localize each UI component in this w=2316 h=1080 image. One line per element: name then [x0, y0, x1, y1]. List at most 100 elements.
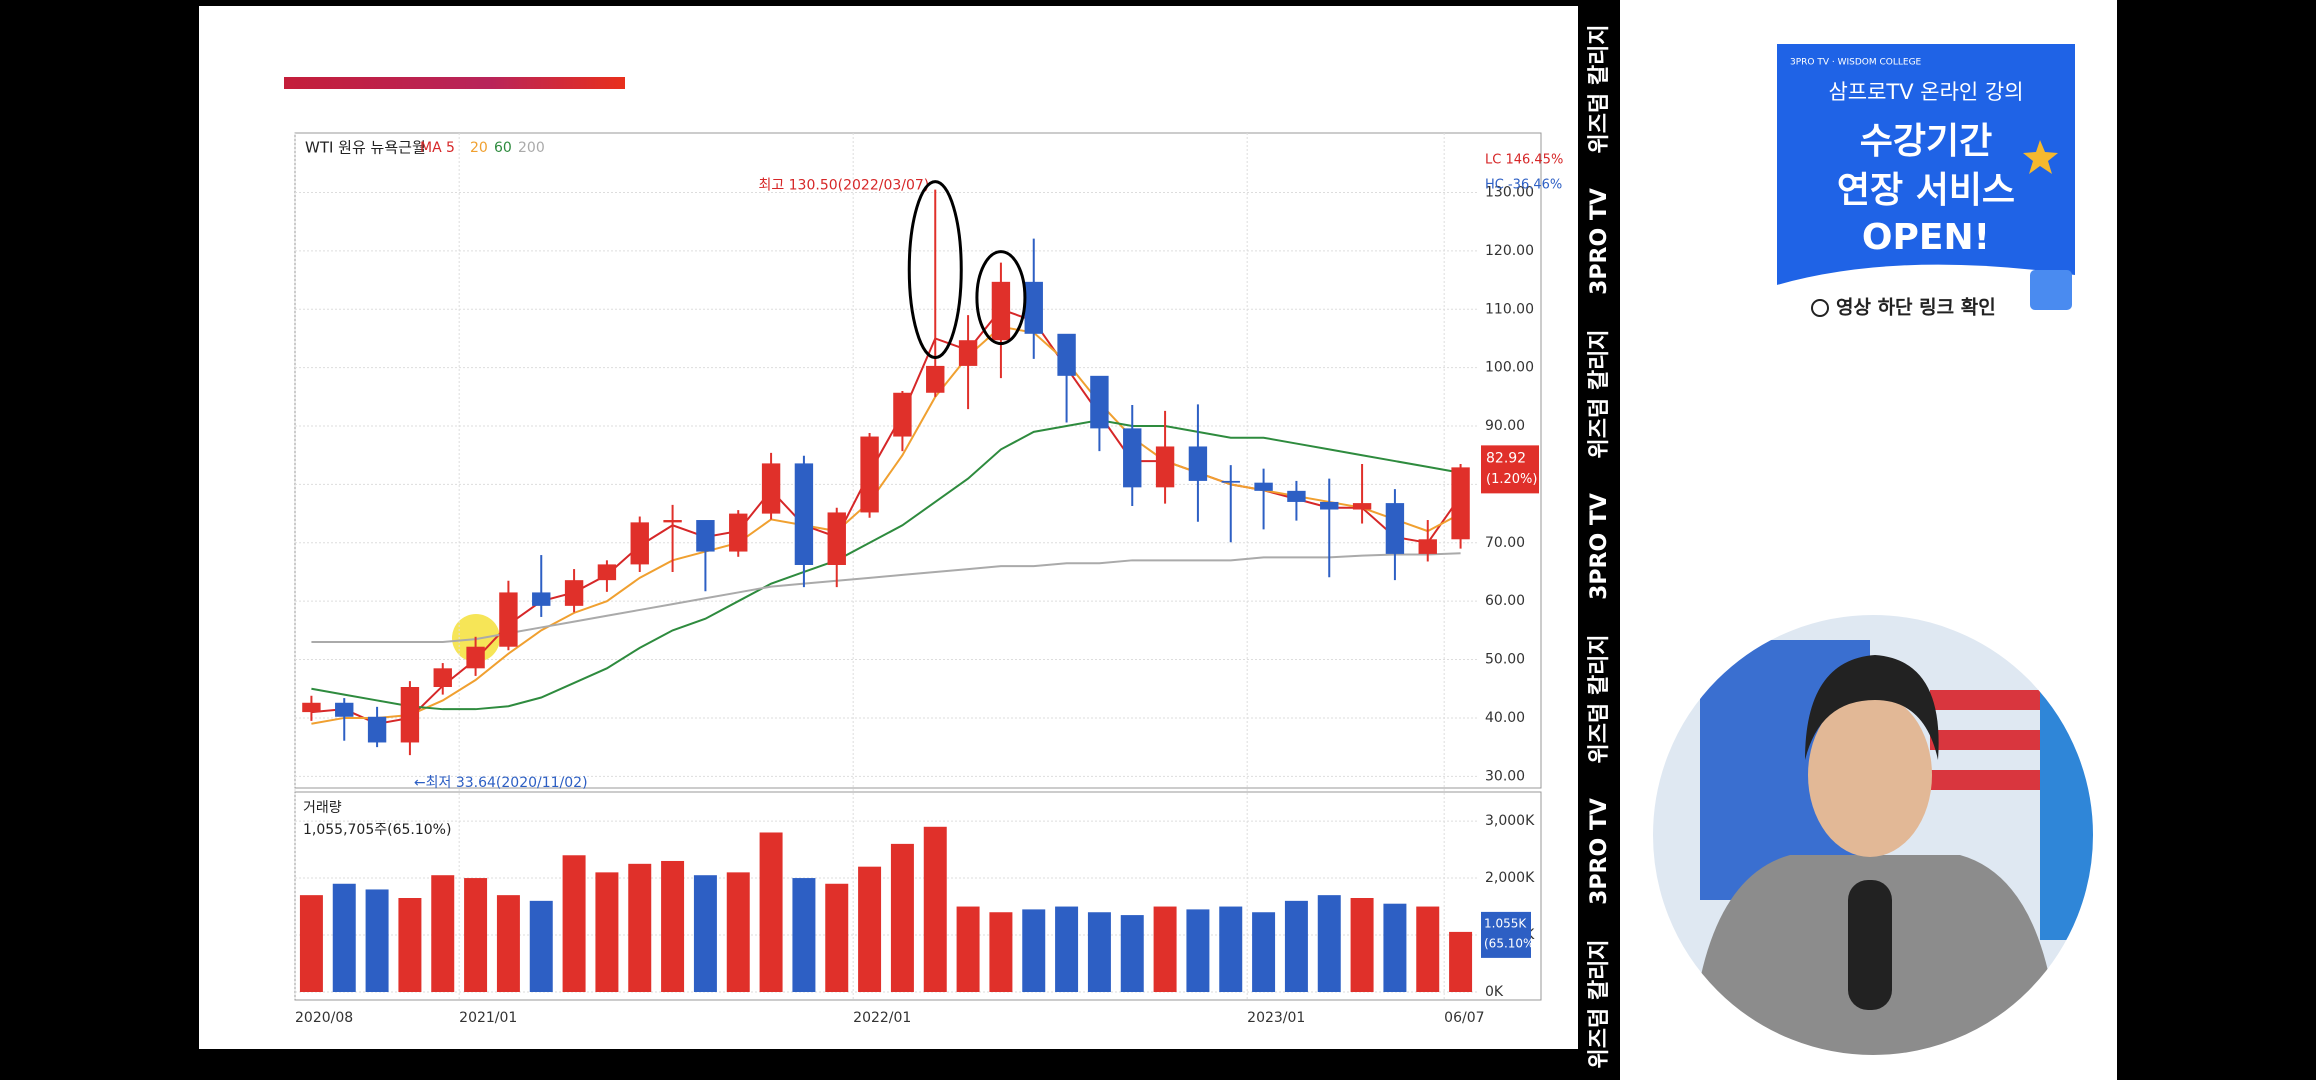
- ma-line: [311, 419, 1461, 711]
- candle-body: [1155, 446, 1175, 488]
- candle-body: [1287, 490, 1306, 502]
- candle-body: [1385, 503, 1405, 554]
- sidebar-label: 3PRO TV: [1587, 493, 1612, 600]
- banner-logo: 3PRO TV · WISDOM COLLEGE: [1790, 58, 1922, 68]
- x-tick-label: 2023/01: [1247, 1010, 1305, 1026]
- hc-note: HC -36.46%: [1485, 178, 1562, 193]
- sidebar-label: 3PRO TV: [1587, 798, 1612, 905]
- volume-bar: [529, 900, 553, 992]
- candle-body: [1418, 539, 1437, 554]
- volume-bar: [1153, 906, 1177, 992]
- volume-bar: [1350, 898, 1374, 992]
- y-tick-label: 70.00: [1485, 535, 1525, 551]
- volume-pct: (65.10%): [1484, 936, 1539, 950]
- x-tick-label: 2021/01: [459, 1010, 517, 1026]
- last-price: 82.92: [1486, 450, 1526, 466]
- candle-body: [761, 463, 781, 514]
- banner-line: 삼프로TV 온라인 강의: [1828, 80, 2023, 104]
- chart-title: WTI 원유 뉴욕근월: [305, 139, 426, 157]
- volume-bar: [1416, 906, 1440, 992]
- volume-bar: [562, 855, 586, 992]
- high-note: 최고 130.50(2022/03/07): [758, 178, 929, 194]
- volume-bar: [989, 912, 1013, 992]
- video-frame: [1649, 611, 2097, 1059]
- candle-body: [1451, 467, 1470, 540]
- candle-body: [597, 564, 617, 581]
- candle-body: [532, 592, 551, 606]
- price-panel: [294, 132, 1542, 789]
- y-tick-label: 60.00: [1485, 593, 1525, 609]
- candle-body: [893, 392, 912, 437]
- volume-bar: [299, 895, 323, 992]
- candle-body: [433, 668, 452, 688]
- volume-bar: [464, 878, 488, 992]
- candle-body: [1024, 281, 1043, 334]
- volume-bar: [332, 883, 356, 992]
- candle-body: [1090, 375, 1109, 429]
- low-note: ←최저 33.64(2020/11/02): [414, 775, 588, 791]
- y-tick-label: 130.00: [1485, 185, 1534, 201]
- candle-body: [991, 281, 1011, 341]
- volume-tick-label: 2,000K: [1485, 870, 1535, 886]
- volume-tick-label: 0K: [1485, 984, 1504, 1000]
- volume-panel: [294, 791, 1542, 1001]
- candle-body: [466, 646, 485, 669]
- change-note: (1.20%): [1486, 472, 1537, 487]
- legend-entry: 60: [494, 140, 512, 156]
- banner-line: 연장 서비스: [1837, 170, 2015, 211]
- lc-note: LC 146.45%: [1485, 153, 1563, 168]
- volume-bar: [661, 860, 685, 992]
- y-tick-label: 50.00: [1485, 652, 1525, 668]
- volume-bar: [398, 898, 422, 992]
- candle-body: [860, 436, 879, 513]
- volume-bar: [1449, 931, 1473, 992]
- volume-bar: [923, 826, 947, 992]
- sidebar-label: 위즈덤 칼리지: [1587, 634, 1612, 763]
- banner-line: OPEN!: [1862, 217, 1990, 258]
- volume-bar: [693, 875, 717, 992]
- banner-foot: [1777, 264, 2075, 343]
- volume-bar: [1022, 909, 1046, 992]
- sidebar-label: 3PRO TV: [1587, 188, 1612, 295]
- ma-line: [311, 325, 1462, 725]
- volume-title: 거래량: [303, 800, 342, 816]
- x-tick-label: 2022/01: [853, 1010, 911, 1026]
- y-tick-label: 100.00: [1485, 360, 1534, 376]
- highlight-ring: [907, 180, 963, 360]
- volume-last: 1.055K: [1484, 916, 1527, 930]
- candle-body: [1352, 503, 1372, 510]
- volume-bar: [1219, 906, 1243, 992]
- sidebar-label: 위즈덤 칼리지: [1587, 329, 1612, 458]
- volume-bar: [431, 875, 455, 992]
- volume-bar: [956, 906, 980, 992]
- x-tick-label: 06/07: [1444, 1010, 1484, 1026]
- candle-body: [696, 520, 715, 552]
- candle-body: [335, 702, 354, 717]
- legend-entry: 200: [518, 140, 545, 156]
- legend-entry: 20: [470, 140, 488, 156]
- legend-label: MA: [420, 140, 442, 156]
- volume-tick-label: 3,000K: [1485, 813, 1535, 829]
- volume-bar: [365, 889, 389, 992]
- candle-body: [1320, 501, 1339, 510]
- candle-body: [1123, 428, 1142, 488]
- y-tick-label: 30.00: [1485, 768, 1525, 784]
- banner-footer: 영상 하단 링크 확인: [1836, 296, 1996, 319]
- banner-line: 수강기간: [1860, 121, 1992, 162]
- candle-body: [1188, 446, 1208, 481]
- candle-body: [630, 522, 649, 565]
- candle-body: [958, 340, 978, 366]
- volume-bar: [1252, 912, 1276, 992]
- candle-body: [1057, 333, 1076, 376]
- candle-body: [827, 512, 846, 565]
- y-tick-label: 90.00: [1485, 418, 1525, 434]
- volume-bar: [825, 883, 849, 992]
- volume-subtitle: 1,055,705주(65.10%): [303, 822, 451, 838]
- highlight-ring: [975, 250, 1027, 346]
- volume-bar: [759, 832, 783, 992]
- slide: [199, 6, 1578, 1049]
- volume-bar: [1120, 915, 1144, 992]
- volume-bar: [1055, 906, 1079, 992]
